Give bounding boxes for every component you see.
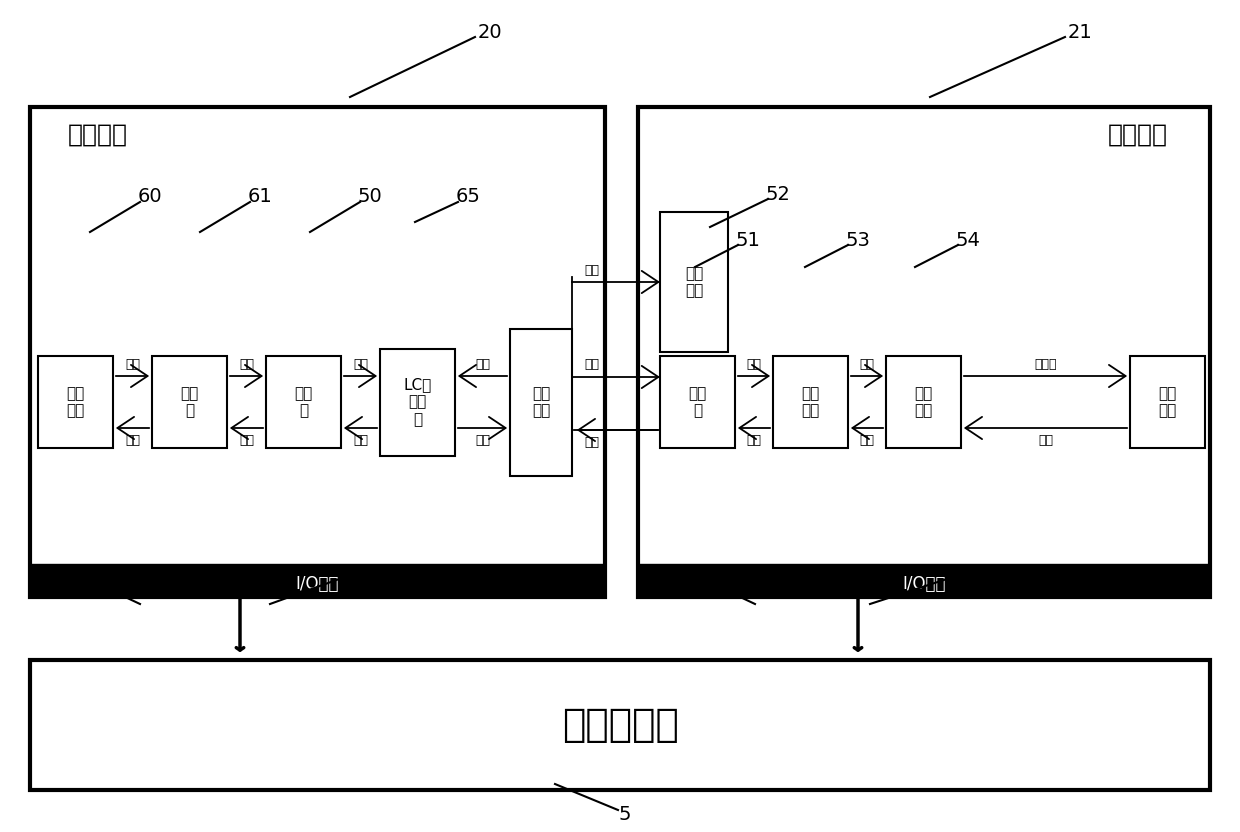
Text: 斩波
回路: 斩波 回路 <box>684 265 703 298</box>
Bar <box>639 564 1210 572</box>
Text: 电流: 电流 <box>125 433 140 447</box>
Text: 交流
电机: 交流 电机 <box>801 386 820 418</box>
Bar <box>153 356 227 448</box>
Text: 20: 20 <box>477 22 502 42</box>
Bar <box>660 212 728 352</box>
Bar <box>38 356 113 448</box>
Bar <box>30 572 605 597</box>
Text: 52: 52 <box>765 185 790 204</box>
Bar <box>639 107 1210 597</box>
Text: 实物控制器: 实物控制器 <box>562 706 678 744</box>
Bar <box>30 660 1210 790</box>
Text: 牵引力: 牵引力 <box>1034 358 1056 370</box>
Text: 电流: 电流 <box>353 433 368 447</box>
Bar <box>30 107 605 597</box>
Text: I/O接口: I/O接口 <box>903 576 946 593</box>
Text: 电压: 电压 <box>239 358 254 370</box>
Text: 54: 54 <box>956 230 981 250</box>
Text: 66: 66 <box>340 564 365 583</box>
Text: 电压: 电压 <box>125 358 140 370</box>
Bar <box>660 356 735 448</box>
Text: 电流: 电流 <box>239 433 254 447</box>
Text: 电压: 电压 <box>584 264 599 276</box>
Text: 支撑
电容: 支撑 电容 <box>532 386 551 418</box>
Text: 电流: 电流 <box>746 433 761 447</box>
Text: 50: 50 <box>357 187 382 206</box>
Text: 55: 55 <box>947 564 972 583</box>
Text: 逆变
器: 逆变 器 <box>688 386 707 418</box>
Text: 处理板一: 处理板一 <box>68 123 128 147</box>
Bar <box>773 356 848 448</box>
Text: 转矩: 转矩 <box>859 358 874 370</box>
Text: 53: 53 <box>846 230 870 250</box>
Text: 21: 21 <box>1068 22 1092 42</box>
Text: 电压: 电压 <box>353 358 368 370</box>
Bar <box>379 349 455 455</box>
Text: 处理板二: 处理板二 <box>1109 123 1168 147</box>
Text: 电压: 电压 <box>746 358 761 370</box>
Text: 电流: 电流 <box>475 433 490 447</box>
Text: 转速: 转速 <box>859 433 874 447</box>
Text: 51: 51 <box>735 230 760 250</box>
Text: 整流
器: 整流 器 <box>294 386 312 418</box>
Text: 65: 65 <box>455 187 480 206</box>
Bar <box>887 356 961 448</box>
Text: 变压
器: 变压 器 <box>180 386 198 418</box>
Text: 60: 60 <box>138 187 162 206</box>
Text: 车速: 车速 <box>1038 433 1053 447</box>
Bar <box>510 329 572 476</box>
Text: 210: 210 <box>57 564 93 583</box>
Bar <box>30 564 605 572</box>
Text: 5: 5 <box>619 805 631 824</box>
Text: 电压: 电压 <box>475 358 490 370</box>
Bar <box>267 356 341 448</box>
Text: 210: 210 <box>672 564 708 583</box>
Text: 电流: 电流 <box>584 437 599 449</box>
Text: LC谐
振回
路: LC谐 振回 路 <box>403 377 432 427</box>
Bar <box>1130 356 1205 448</box>
Text: 负载
模型: 负载 模型 <box>1158 386 1177 418</box>
Text: 电压: 电压 <box>584 359 599 372</box>
Text: 轮轨
模型: 轮轨 模型 <box>914 386 932 418</box>
Text: 供电
电源: 供电 电源 <box>67 386 84 418</box>
Text: 61: 61 <box>248 187 273 206</box>
Bar <box>639 572 1210 597</box>
Text: I/O接口: I/O接口 <box>296 576 340 593</box>
